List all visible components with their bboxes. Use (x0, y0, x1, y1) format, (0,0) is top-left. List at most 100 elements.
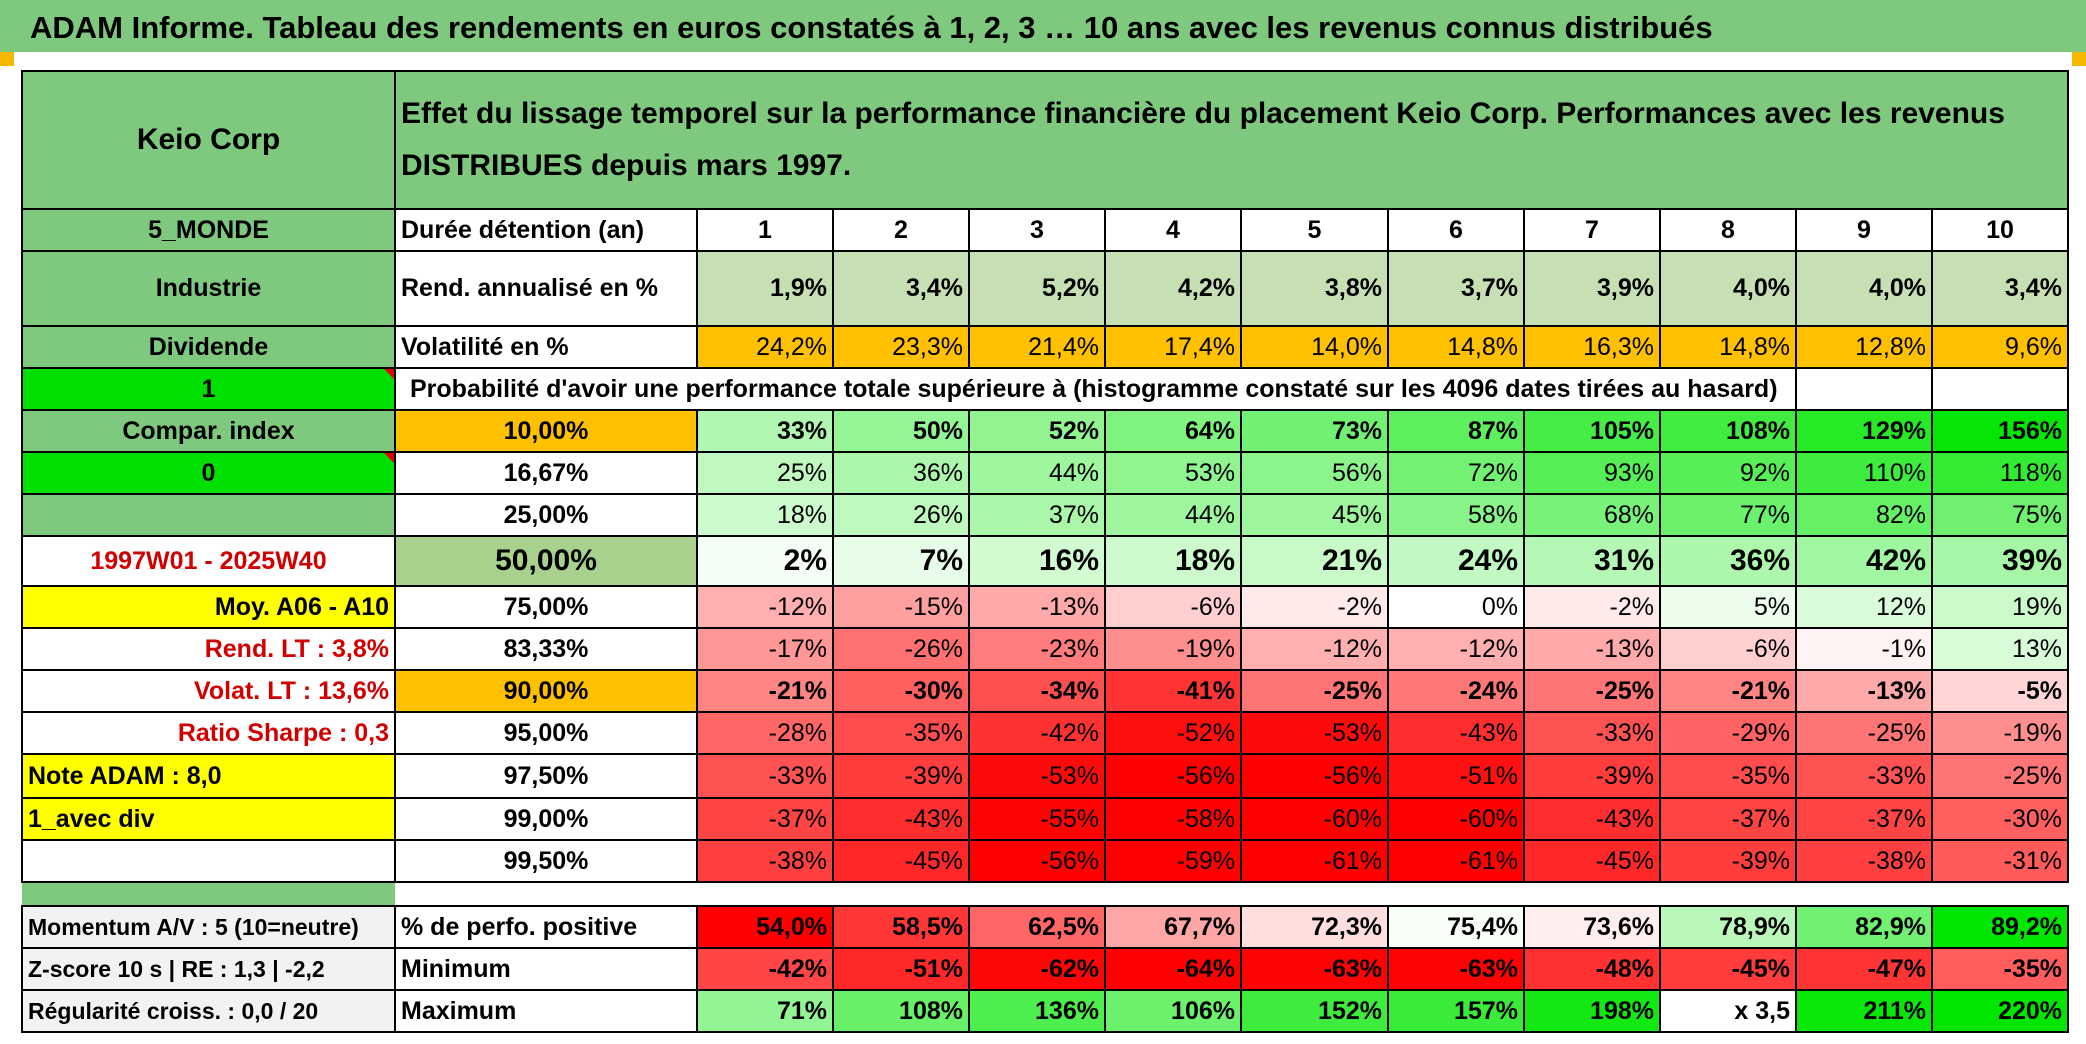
prob-value: 82% (1795, 493, 1933, 537)
empty-cell (1795, 367, 1933, 411)
prob-percent: 16,67% (394, 451, 698, 495)
company-name: Keio Corp (21, 70, 396, 210)
prob-value: -28% (696, 711, 834, 755)
rend-value: 3,9% (1523, 250, 1661, 327)
years-row: 5_MONDE Durée détention (an) 1 2 3 4 5 6 7 8 9 10 (21, 208, 2069, 252)
prob-value: -37% (1795, 797, 1933, 841)
volat-value: 9,6% (1931, 325, 2069, 369)
prob-value: 26% (832, 493, 970, 537)
stat-value: 67,7% (1104, 905, 1242, 949)
prob-value: -41% (1104, 669, 1242, 713)
year-header: 5 (1240, 208, 1389, 252)
prob-value: -52% (1104, 711, 1242, 755)
prob-value: -2% (1240, 585, 1389, 629)
stat-value: -35% (1931, 947, 2069, 991)
stat-side-label: Z-score 10 s | RE : 1,3 | -2,2 (21, 947, 396, 991)
prob-value: -12% (696, 585, 834, 629)
spacer-row (22, 882, 2068, 906)
prob-value: 129% (1795, 409, 1933, 453)
prob-value: 24% (1387, 535, 1525, 587)
prob-value: -60% (1387, 797, 1525, 841)
prob-value: 92% (1659, 451, 1797, 495)
stat-value: x 3,5 (1659, 989, 1797, 1033)
title-bar: ADAM Informe. Tableau des rendements en … (0, 0, 2086, 52)
rend-value: 3,4% (832, 250, 970, 327)
prob-value: 68% (1523, 493, 1661, 537)
year-header: 2 (832, 208, 970, 252)
volat-lt-label: Volat. LT : 13,6% (21, 669, 396, 713)
year-header: 6 (1387, 208, 1525, 252)
volat-value: 21,4% (968, 325, 1106, 369)
region-label: 5_MONDE (21, 208, 396, 252)
avec-div-label: 1_avec div (21, 797, 396, 841)
rend-value: 4,2% (1104, 250, 1242, 327)
stat-value: -42% (696, 947, 834, 991)
prob-value: -6% (1659, 627, 1797, 671)
rend-value: 1,9% (696, 250, 834, 327)
prob-row: Compar. index 10,00% 33% 50% 52% 64% 73% 87% 105… (21, 409, 2069, 453)
prob-value: -39% (1523, 753, 1661, 799)
description-text: Effet du lissage temporel sur la perform… (394, 70, 2069, 210)
stat-value: 220% (1931, 989, 2069, 1033)
prob-row: Moy. A06 - A10 75,00% -12% -15% -13% -6% -2% 0%… (21, 585, 2069, 629)
prob-value: -58% (1104, 797, 1242, 841)
stat-value: 54,0% (696, 905, 834, 949)
prob-value: 58% (1387, 493, 1525, 537)
stat-value: -64% (1104, 947, 1242, 991)
prob-value: -15% (832, 585, 970, 629)
prob-value: -33% (1795, 753, 1933, 799)
prob-value: -53% (1240, 711, 1389, 755)
prob-value: 108% (1659, 409, 1797, 453)
volat-value: 23,3% (832, 325, 970, 369)
income-type-label: Dividende (21, 325, 396, 369)
volat-label: Volatilité en % (394, 325, 698, 369)
prob-value: 105% (1523, 409, 1661, 453)
prob-value: -43% (1523, 797, 1661, 841)
prob-row: Note ADAM : 8,0 97,50% -33% -39% -53% -56% -56… (21, 753, 2069, 799)
note-label: Note ADAM : 8,0 (21, 753, 396, 799)
stat-value: 72,3% (1240, 905, 1389, 949)
empty-cell (395, 882, 2068, 906)
prob-value: 36% (1659, 535, 1797, 587)
prob-value: 25% (696, 451, 834, 495)
prob-value: -19% (1104, 627, 1242, 671)
prob-value: -45% (1523, 839, 1661, 883)
stat-value: 71% (696, 989, 834, 1033)
prob-value: -42% (968, 711, 1106, 755)
corner-marker (2072, 52, 2086, 66)
volat-value: 14,8% (1659, 325, 1797, 369)
prob-value: 77% (1659, 493, 1797, 537)
returns-table: Keio Corp Effet du lissage temporel sur l… (21, 70, 2069, 1033)
sharpe-label: Ratio Sharpe : 0,3 (21, 711, 396, 755)
duration-label: Durée détention (an) (394, 208, 698, 252)
prob-value: -56% (1240, 753, 1389, 799)
prob-value: -39% (1659, 839, 1797, 883)
prob-value: -25% (1931, 753, 2069, 799)
stat-value: 89,2% (1931, 905, 2069, 949)
header-row: Keio Corp Effet du lissage temporel sur l… (21, 70, 2069, 210)
prob-value: 2% (696, 535, 834, 587)
prob-row: 1997W01 - 2025W40 50,00% 2% 7% 16% 18% 21% 24% 3… (21, 535, 2069, 587)
rend-row: Industrie Rend. annualisé en % 1,9% 3,4% 5,2… (21, 250, 2069, 327)
prob-value: -1% (1795, 627, 1933, 671)
year-header: 10 (1931, 208, 2069, 252)
prob-value: -21% (696, 669, 834, 713)
rend-value: 3,4% (1931, 250, 2069, 327)
volat-value: 16,3% (1523, 325, 1661, 369)
rend-value: 3,8% (1240, 250, 1389, 327)
rend-value: 4,0% (1795, 250, 1933, 327)
prob-percent: 25,00% (394, 493, 698, 537)
stat-value: 136% (968, 989, 1106, 1033)
stat-side-label: Momentum A/V : 5 (10=neutre) (21, 905, 396, 949)
volat-value: 12,8% (1795, 325, 1933, 369)
prob-value: 31% (1523, 535, 1661, 587)
stat-value: -47% (1795, 947, 1933, 991)
stat-value: 82,9% (1795, 905, 1933, 949)
prob-value: -39% (832, 753, 970, 799)
prob-row: Ratio Sharpe : 0,3 95,00% -28% -35% -42% -52%… (21, 711, 2069, 755)
prob-value: 56% (1240, 451, 1389, 495)
prob-value: -6% (1104, 585, 1242, 629)
prob-value: 64% (1104, 409, 1242, 453)
year-header: 1 (696, 208, 834, 252)
